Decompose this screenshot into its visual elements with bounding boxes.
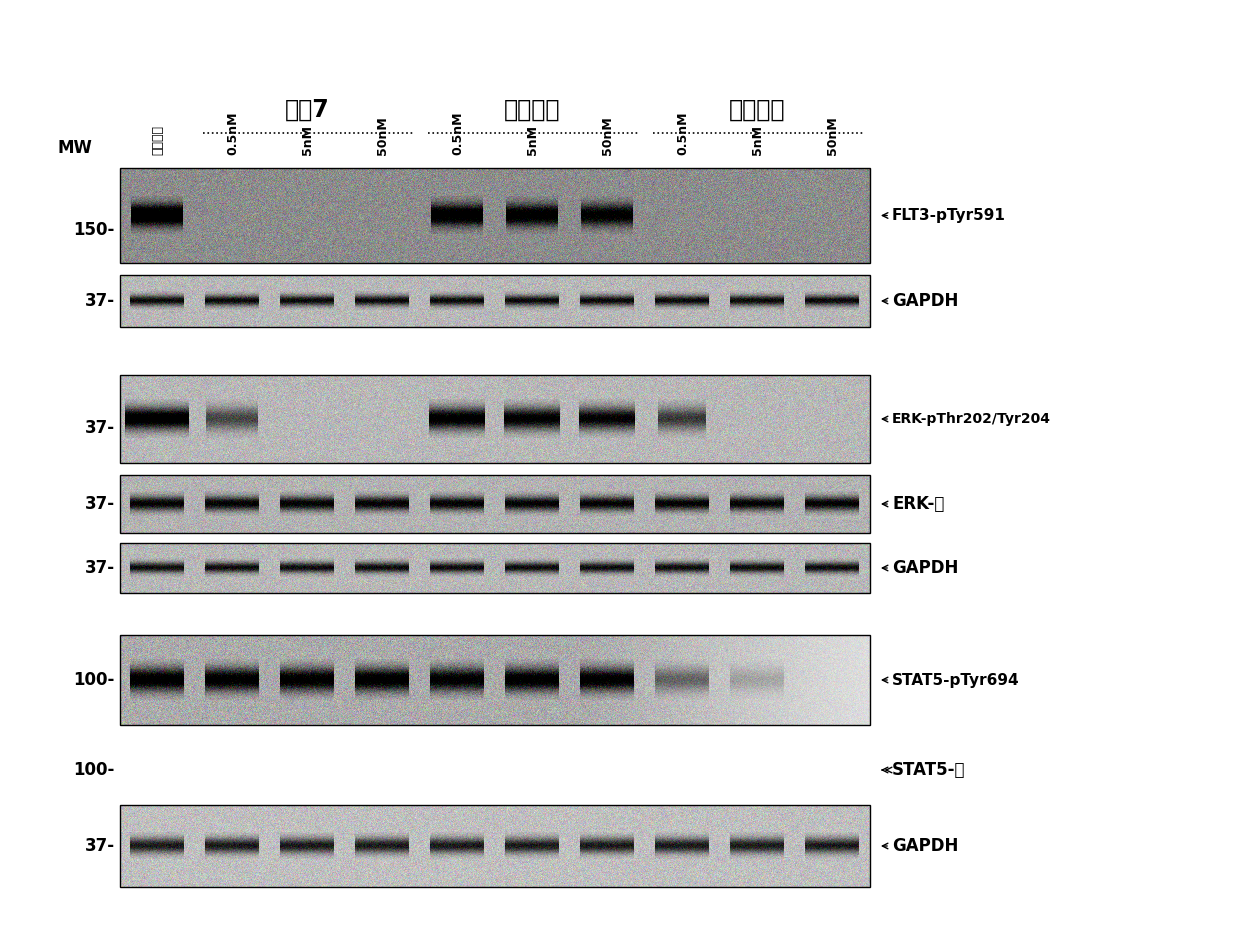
Text: 50nM: 50nM — [601, 116, 614, 155]
Text: 细胞对照: 细胞对照 — [151, 125, 164, 155]
Text: ERK-总: ERK-总 — [892, 495, 945, 513]
Text: 100-: 100- — [73, 761, 115, 779]
Bar — [120, 275, 870, 327]
Bar — [120, 805, 870, 887]
Text: GAPDH: GAPDH — [892, 837, 959, 855]
Bar — [120, 543, 870, 593]
Text: STAT5-pTyr694: STAT5-pTyr694 — [892, 673, 1019, 688]
Text: 37-: 37- — [84, 559, 115, 577]
Text: 100-: 100- — [73, 671, 115, 689]
Text: STAT5-总: STAT5-总 — [892, 761, 966, 779]
Text: 5nM: 5nM — [301, 125, 314, 155]
Text: 5nM: 5nM — [526, 125, 539, 155]
Text: 50nM: 50nM — [376, 116, 389, 155]
Bar — [120, 168, 870, 263]
Text: 5nM: 5nM — [751, 125, 764, 155]
Text: 0.5nM: 0.5nM — [226, 112, 239, 155]
Text: 37-: 37- — [84, 495, 115, 513]
Bar — [120, 475, 870, 533]
Text: 37-: 37- — [84, 292, 115, 310]
Bar — [120, 375, 870, 463]
Text: 0.5nM: 0.5nM — [451, 112, 464, 155]
Text: 50nM: 50nM — [826, 116, 839, 155]
Text: 化全7: 化全7 — [285, 98, 330, 122]
Text: 0.5nM: 0.5nM — [676, 112, 689, 155]
Text: GAPDH: GAPDH — [892, 559, 959, 577]
Text: FLT3-pTyr591: FLT3-pTyr591 — [892, 208, 1006, 223]
Text: 伊布替尾: 伊布替尾 — [505, 98, 560, 122]
Bar — [120, 635, 870, 725]
Text: ERK-pThr202/Tyr204: ERK-pThr202/Tyr204 — [892, 412, 1052, 426]
Text: 查扎替尾: 查扎替尾 — [729, 98, 786, 122]
Text: 37-: 37- — [84, 418, 115, 437]
Text: MW: MW — [57, 139, 93, 157]
Text: GAPDH: GAPDH — [892, 292, 959, 310]
Text: 37-: 37- — [84, 837, 115, 855]
Text: 150-: 150- — [73, 220, 115, 239]
